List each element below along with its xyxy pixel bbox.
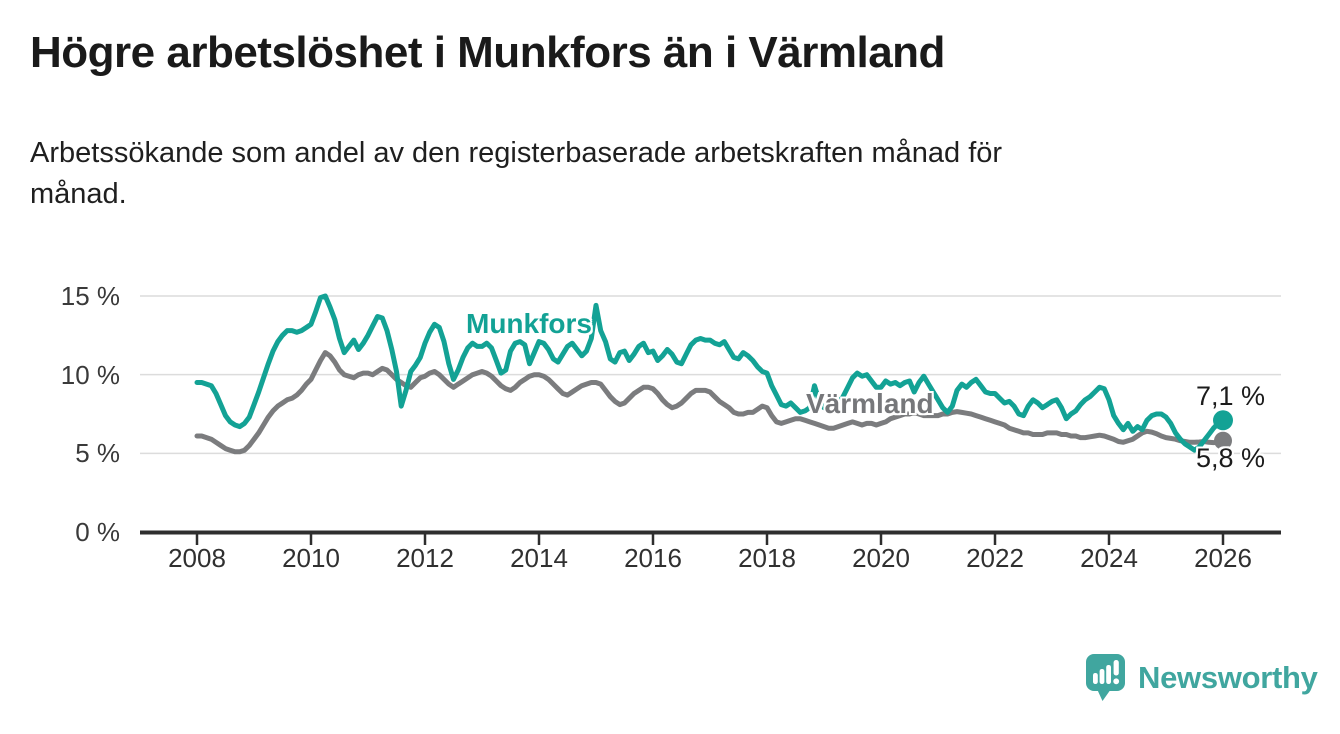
chart-subtitle: Arbetssökande som andel av den registerb… <box>30 133 1260 215</box>
series-label-munkfors: Munkfors <box>466 308 592 339</box>
newsworthy-logo: Newsworthy <box>1085 653 1318 703</box>
x-axis-tick-label: 2008 <box>168 543 226 573</box>
x-axis-tick-label: 2012 <box>396 543 454 573</box>
x-axis-tick-label: 2020 <box>852 543 910 573</box>
end-value-label-varmland: 5,8 % <box>1196 443 1266 473</box>
x-axis-tick-label: 2016 <box>624 543 682 573</box>
end-value-label-munkfors: 7,1 % <box>1196 381 1266 411</box>
x-axis-tick-label: 2018 <box>738 543 796 573</box>
x-axis-tick-label: 2026 <box>1194 543 1252 573</box>
series-label-varmland: Värmland <box>806 388 934 419</box>
y-axis-tick-label: 5 % <box>75 438 120 469</box>
x-axis-tick-label: 2024 <box>1080 543 1138 573</box>
chart-subtitle-line1: Arbetssökande som andel av den registerb… <box>30 137 1003 169</box>
y-axis-tick-label: 10 % <box>60 359 120 390</box>
chart-subtitle-line2: månad. <box>30 178 127 210</box>
newsworthy-wordmark: Newsworthy <box>1138 660 1318 695</box>
x-axis-tick-label: 2022 <box>966 543 1024 573</box>
x-axis-tick-label: 2014 <box>510 543 568 573</box>
y-axis-tick-label: 0 % <box>75 517 120 547</box>
vrmland-line <box>194 350 1226 455</box>
munkfors-end-dot <box>1213 410 1233 431</box>
x-axis-tick-label: 2010 <box>282 543 340 573</box>
munkfors-line <box>194 293 1226 453</box>
newsworthy-bubble-chart-icon <box>1086 654 1125 701</box>
y-axis-tick-label: 15 % <box>60 281 120 311</box>
chart-title: Högre arbetslöshet i Munkfors än i Värml… <box>30 28 945 77</box>
